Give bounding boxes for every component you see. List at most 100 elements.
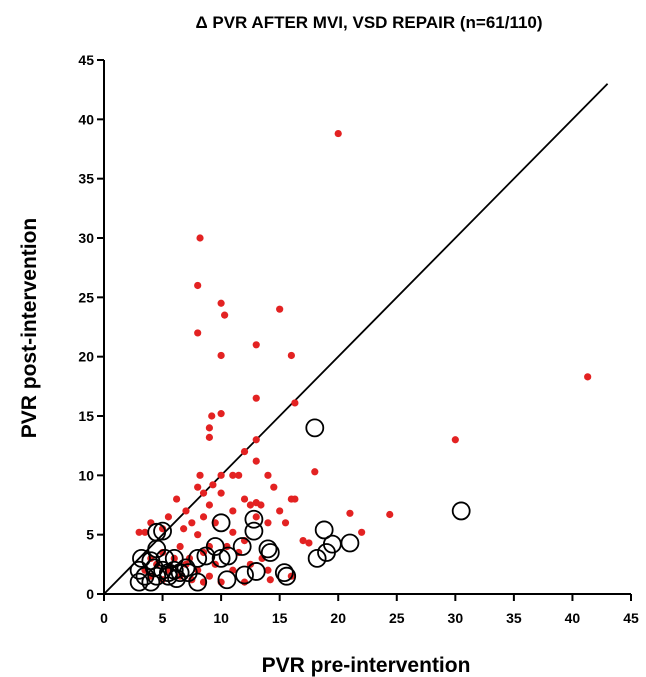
data-point-filled (188, 519, 196, 527)
y-tick-label: 0 (86, 586, 94, 602)
x-tick-label: 30 (448, 610, 464, 626)
x-axis-ticks: 0 5 10 15 20 25 30 35 40 45 (100, 594, 639, 626)
x-tick-label: 25 (389, 610, 405, 626)
data-point-filled (205, 572, 213, 580)
data-point-filled (358, 528, 366, 536)
x-tick-label: 45 (623, 610, 639, 626)
x-tick-label: 5 (159, 610, 167, 626)
data-point-filled (451, 436, 459, 444)
data-point-filled (135, 528, 143, 536)
data-point-filled (196, 471, 204, 479)
data-point-filled (291, 495, 299, 503)
data-point-filled (229, 471, 237, 479)
data-point-filled (196, 234, 204, 242)
data-point-filled (205, 433, 213, 441)
data-point-filled (246, 501, 254, 509)
data-point-open (244, 509, 264, 529)
data-point-filled (257, 501, 265, 509)
data-point-open (155, 549, 175, 568)
y-tick-label: 20 (78, 349, 94, 365)
data-point-filled (217, 299, 225, 307)
data-point-filled (264, 519, 272, 527)
data-point-filled (334, 129, 342, 138)
data-point-filled (287, 351, 295, 360)
data-point-filled (217, 351, 225, 360)
y-tick-label: 10 (78, 467, 94, 483)
data-point-filled (266, 576, 274, 584)
y-axis-ticks: 0 5 10 15 20 25 30 35 40 45 (78, 52, 104, 602)
identity-reference-line (103, 83, 609, 595)
y-tick-label: 40 (78, 111, 94, 127)
data-point-filled (164, 513, 173, 521)
data-point-open (244, 521, 264, 541)
data-point-filled (276, 507, 284, 515)
data-point-open (274, 563, 294, 583)
data-point-filled (252, 457, 260, 465)
x-tick-label: 20 (330, 610, 346, 626)
data-point-filled (240, 448, 249, 456)
data-point-open (167, 569, 187, 588)
data-point-filled (217, 489, 225, 497)
data-point-filled (221, 311, 229, 319)
data-point-filled (194, 531, 202, 539)
data-point-open (135, 566, 155, 586)
chart-title: Δ PVR AFTER MVI, VSD REPAIR (n=61/110) (195, 13, 542, 32)
data-point-filled (209, 481, 217, 489)
data-point-filled (305, 539, 313, 547)
y-tick-label: 45 (78, 52, 94, 68)
data-point-open (178, 563, 198, 583)
data-point-open (232, 537, 252, 556)
data-point-open (217, 570, 237, 590)
data-point-filled (281, 519, 290, 527)
data-point-filled (291, 399, 299, 407)
data-point-open (307, 549, 327, 568)
x-axis-label: PVR pre-intervention (262, 654, 471, 677)
data-point-filled (199, 489, 208, 497)
data-point-filled (264, 471, 272, 479)
series-filled-red-points (135, 129, 592, 586)
data-point-open (246, 562, 266, 581)
data-point-filled (299, 537, 307, 545)
data-point-filled (252, 341, 260, 349)
y-tick-label: 35 (78, 171, 94, 187)
data-point-open (340, 533, 360, 553)
data-point-filled (182, 507, 190, 515)
data-point-open (159, 566, 178, 586)
data-point-filled (229, 507, 237, 515)
data-point-open (147, 566, 167, 586)
data-point-open (258, 539, 278, 559)
data-point-open (188, 549, 208, 568)
data-point-open (218, 546, 238, 566)
y-tick-label: 30 (78, 230, 94, 246)
data-point-filled (194, 281, 202, 290)
data-point-open (188, 572, 208, 592)
data-point-filled (173, 495, 181, 503)
data-point-filled (252, 394, 260, 402)
data-point-filled (194, 483, 202, 491)
data-point-open (317, 543, 336, 562)
data-point-filled (235, 471, 243, 479)
x-tick-label: 35 (506, 610, 522, 626)
data-point-filled (229, 528, 237, 536)
data-point-open (153, 521, 172, 541)
y-axis-label: PVR post-intervention (18, 218, 41, 439)
data-point-open (205, 537, 225, 556)
data-point-open (129, 560, 149, 580)
data-point-open (277, 566, 297, 586)
data-point-open (211, 513, 231, 533)
data-point-open (305, 418, 325, 438)
data-point-filled (217, 471, 225, 479)
x-tick-label: 0 (100, 610, 108, 626)
x-tick-label: 10 (213, 610, 229, 626)
y-tick-label: 25 (78, 289, 94, 305)
data-point-filled (270, 483, 278, 491)
data-point-open (235, 565, 254, 585)
data-point-filled (240, 578, 249, 586)
data-point-filled (208, 412, 216, 420)
data-point-open (314, 520, 334, 540)
data-point-filled (264, 566, 272, 574)
data-point-open (451, 501, 471, 521)
data-point-open (129, 572, 149, 592)
data-point-open (132, 549, 151, 568)
data-point-filled (205, 424, 213, 432)
